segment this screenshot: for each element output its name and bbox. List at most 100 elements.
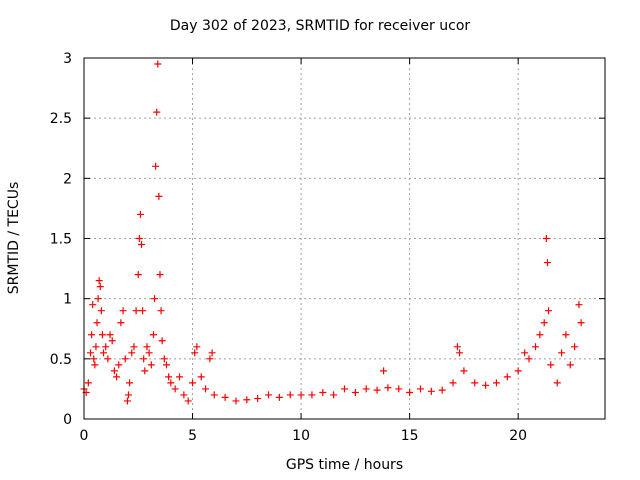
x-tick-label: 0 bbox=[80, 428, 89, 444]
data-point-plus bbox=[191, 349, 199, 357]
data-point-plus bbox=[275, 393, 283, 401]
data-point-plus bbox=[553, 379, 561, 387]
data-point-plus bbox=[106, 331, 114, 339]
data-point-plus bbox=[577, 319, 585, 327]
data-point-plus bbox=[453, 343, 461, 351]
data-point-plus bbox=[319, 389, 327, 397]
data-point-plus bbox=[545, 307, 553, 315]
data-point-plus bbox=[117, 319, 125, 327]
data-point-plus bbox=[90, 355, 98, 363]
y-tick-label: 3 bbox=[63, 51, 72, 67]
data-point-plus bbox=[134, 271, 142, 279]
data-point-plus bbox=[521, 349, 529, 357]
data-point-plus bbox=[143, 343, 151, 351]
data-point-plus bbox=[119, 307, 127, 315]
data-point-plus bbox=[558, 349, 566, 357]
data-point-plus bbox=[232, 397, 240, 405]
data-point-plus bbox=[155, 192, 163, 200]
data-point-plus bbox=[145, 349, 153, 357]
data-point-plus bbox=[123, 397, 131, 405]
data-point-plus bbox=[98, 331, 106, 339]
data-point-plus bbox=[456, 349, 464, 357]
data-point-plus bbox=[151, 295, 159, 303]
data-point-plus bbox=[571, 343, 579, 351]
data-point-plus bbox=[125, 391, 133, 399]
data-point-plus bbox=[206, 355, 214, 363]
data-point-plus bbox=[153, 108, 161, 116]
data-point-plus bbox=[130, 343, 138, 351]
data-point-plus bbox=[197, 373, 205, 381]
data-point-plus bbox=[91, 361, 99, 369]
data-point-plus bbox=[154, 60, 162, 68]
data-point-plus bbox=[121, 355, 129, 363]
data-point-plus bbox=[373, 386, 381, 394]
data-point-plus bbox=[471, 379, 479, 387]
data-point-plus bbox=[543, 259, 551, 267]
data-point-plus bbox=[88, 331, 96, 339]
data-point-plus bbox=[184, 397, 192, 405]
data-point-plus bbox=[167, 379, 175, 387]
data-point-plus bbox=[460, 367, 468, 375]
data-point-plus bbox=[94, 295, 102, 303]
data-point-plus bbox=[341, 385, 348, 393]
data-point-plus bbox=[104, 355, 112, 363]
data-point-plus bbox=[126, 379, 134, 387]
data-point-plus bbox=[395, 385, 403, 393]
data-point-plus bbox=[265, 391, 273, 399]
data-point-plus bbox=[135, 235, 143, 242]
x-tick-label: 5 bbox=[188, 428, 197, 444]
data-point-plus bbox=[427, 387, 435, 395]
data-point-plus bbox=[140, 355, 148, 363]
data-point-plus bbox=[254, 395, 262, 403]
data-point-plus bbox=[141, 367, 149, 375]
data-point-plus bbox=[128, 349, 136, 357]
data-point-plus bbox=[100, 349, 108, 357]
data-point-plus bbox=[482, 381, 490, 389]
data-points bbox=[80, 60, 585, 405]
x-tick-label: 20 bbox=[509, 428, 527, 444]
data-point-plus bbox=[243, 396, 251, 404]
data-point-plus bbox=[108, 337, 116, 345]
data-point-plus bbox=[132, 307, 140, 315]
data-point-plus bbox=[416, 385, 424, 393]
data-point-plus bbox=[95, 277, 103, 285]
data-point-plus bbox=[139, 307, 147, 315]
data-point-plus bbox=[547, 361, 555, 369]
data-point-plus bbox=[532, 343, 540, 351]
data-point-plus bbox=[221, 393, 229, 401]
data-point-plus bbox=[160, 355, 168, 363]
grid-lines bbox=[84, 58, 605, 419]
axis-ticks: 0 5 10 15 20 0 0.5 1 1.5 2 2.5 3 bbox=[50, 51, 605, 444]
data-point-plus bbox=[138, 241, 146, 249]
data-point-plus bbox=[136, 210, 144, 218]
data-point-plus bbox=[562, 331, 570, 339]
data-point-plus bbox=[165, 373, 173, 381]
data-point-plus bbox=[96, 283, 104, 291]
y-tick-label: 0.5 bbox=[50, 352, 72, 368]
data-point-plus bbox=[503, 373, 511, 381]
data-point-plus bbox=[208, 349, 216, 357]
data-point-plus bbox=[540, 319, 548, 327]
data-point-plus bbox=[189, 379, 197, 387]
y-tick-label: 0 bbox=[63, 412, 72, 428]
data-point-plus bbox=[308, 391, 316, 399]
data-point-plus bbox=[110, 367, 118, 375]
data-point-plus bbox=[89, 301, 97, 309]
data-point-plus bbox=[286, 391, 294, 399]
data-point-plus bbox=[438, 386, 446, 394]
data-point-plus bbox=[147, 361, 155, 369]
data-point-plus bbox=[297, 391, 305, 399]
data-point-plus bbox=[492, 379, 500, 387]
data-point-plus bbox=[536, 331, 544, 339]
data-point-plus bbox=[362, 385, 370, 393]
data-point-plus bbox=[162, 361, 170, 369]
y-tick-label: 2 bbox=[63, 171, 72, 187]
data-point-plus bbox=[542, 235, 550, 242]
data-point-plus bbox=[158, 337, 166, 345]
data-point-plus bbox=[171, 385, 179, 393]
data-point-plus bbox=[210, 391, 218, 399]
data-point-plus bbox=[115, 361, 123, 369]
y-tick-label: 1.5 bbox=[50, 232, 72, 248]
y-tick-label: 2.5 bbox=[50, 111, 72, 127]
data-point-plus bbox=[525, 355, 533, 363]
